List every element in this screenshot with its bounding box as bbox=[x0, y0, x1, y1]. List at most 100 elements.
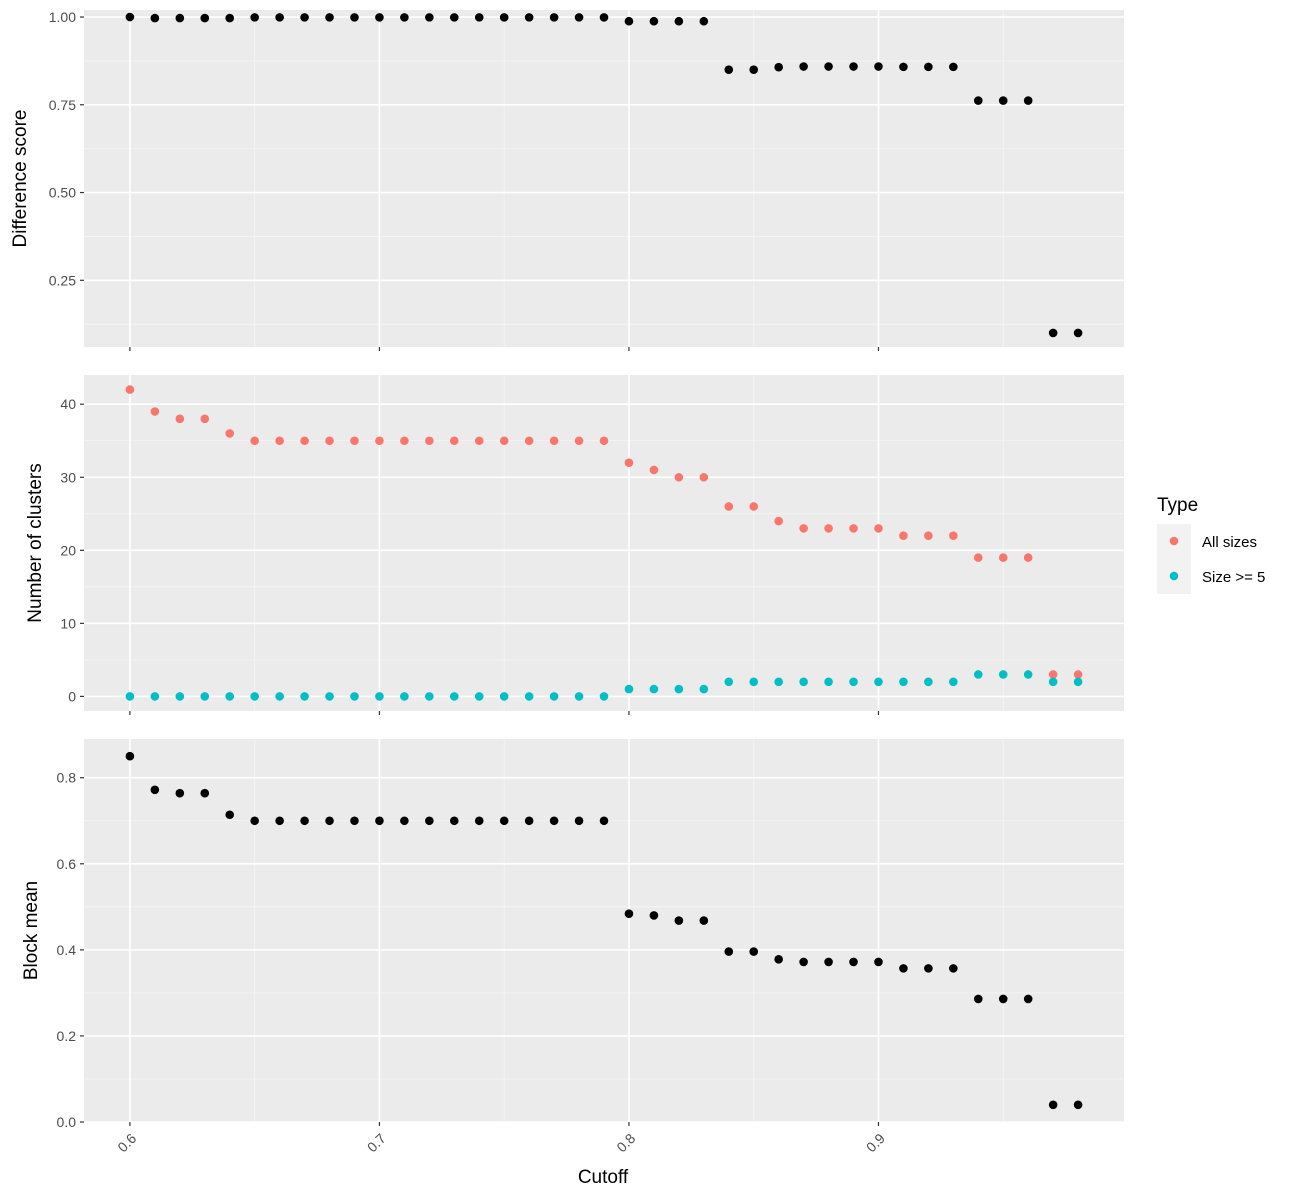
data-point bbox=[674, 16, 684, 26]
data-point bbox=[649, 16, 659, 26]
y-tick-label: 0 bbox=[68, 688, 76, 704]
data-point bbox=[375, 692, 384, 701]
data-point bbox=[774, 677, 783, 687]
data-point bbox=[250, 816, 259, 826]
data-point bbox=[649, 911, 659, 920]
data-point bbox=[175, 414, 185, 424]
data-point bbox=[549, 692, 559, 701]
data-point bbox=[1073, 1100, 1083, 1110]
data-point bbox=[799, 677, 808, 687]
data-point bbox=[275, 692, 284, 701]
data-point bbox=[574, 692, 584, 701]
y-tick-label: 0.0 bbox=[57, 1114, 77, 1130]
data-point bbox=[275, 816, 284, 826]
data-point bbox=[400, 13, 409, 22]
y-tick-label: 0.4 bbox=[57, 942, 77, 958]
data-point bbox=[524, 816, 534, 826]
data-point bbox=[375, 436, 384, 446]
data-point bbox=[449, 816, 459, 826]
data-point bbox=[225, 810, 235, 820]
data-point bbox=[175, 692, 185, 701]
data-point bbox=[924, 964, 933, 973]
y-tick-label: 0.75 bbox=[49, 97, 76, 113]
data-point bbox=[1023, 553, 1033, 562]
data-point bbox=[824, 62, 833, 71]
y-tick-label: 20 bbox=[60, 542, 76, 558]
data-point bbox=[998, 553, 1008, 562]
data-point bbox=[624, 684, 634, 694]
data-point bbox=[125, 692, 135, 701]
data-point bbox=[724, 677, 734, 687]
y-axis-title: Block mean bbox=[21, 881, 42, 980]
data-point bbox=[649, 684, 659, 694]
data-point bbox=[125, 751, 135, 761]
data-point bbox=[474, 816, 484, 826]
data-point bbox=[674, 472, 684, 482]
data-point bbox=[899, 62, 908, 72]
data-point bbox=[499, 13, 509, 22]
data-point bbox=[200, 13, 210, 23]
data-point bbox=[774, 955, 783, 964]
data-point bbox=[774, 62, 783, 72]
data-point bbox=[250, 13, 259, 22]
data-point bbox=[325, 13, 334, 22]
data-point bbox=[400, 816, 409, 826]
data-point bbox=[998, 96, 1008, 105]
x-tick-label: 0.9 bbox=[863, 1130, 888, 1155]
panel-1: 0.25 0.50 0.75 1.00 Difference score bbox=[10, 9, 1124, 351]
data-point bbox=[499, 436, 509, 446]
data-point bbox=[350, 436, 359, 446]
data-point bbox=[624, 16, 634, 26]
data-point bbox=[425, 436, 434, 446]
data-point bbox=[499, 816, 509, 826]
data-point bbox=[998, 670, 1008, 679]
y-tick-label: 0.2 bbox=[57, 1028, 77, 1044]
data-point bbox=[973, 553, 983, 562]
x-axis-title: Cutoff bbox=[578, 1167, 629, 1188]
x-tick-label: 0.7 bbox=[364, 1130, 389, 1155]
data-point bbox=[949, 62, 958, 72]
data-point bbox=[350, 816, 359, 826]
data-point bbox=[849, 62, 858, 71]
data-point bbox=[275, 13, 284, 22]
legend-label-all-sizes: All sizes bbox=[1202, 534, 1257, 551]
series-size-5 bbox=[125, 670, 1083, 701]
data-point bbox=[799, 62, 808, 71]
data-point bbox=[849, 677, 858, 687]
data-point bbox=[1048, 670, 1058, 679]
data-point bbox=[574, 816, 584, 826]
data-point bbox=[524, 436, 534, 446]
data-point bbox=[150, 407, 160, 416]
y-tick-label: 0.50 bbox=[49, 185, 76, 201]
data-point bbox=[449, 13, 459, 22]
data-point bbox=[200, 414, 210, 424]
data-point bbox=[200, 788, 210, 798]
y-tick-label: 0.6 bbox=[57, 856, 77, 872]
data-point bbox=[225, 692, 235, 701]
y-tick-label: 0.25 bbox=[49, 272, 76, 288]
data-point bbox=[449, 436, 459, 446]
data-point bbox=[574, 436, 584, 446]
data-point bbox=[724, 65, 734, 74]
data-point bbox=[474, 692, 484, 701]
data-point bbox=[150, 13, 160, 23]
data-point bbox=[425, 816, 434, 826]
data-point bbox=[599, 692, 609, 701]
data-point bbox=[824, 957, 833, 967]
data-point bbox=[699, 916, 709, 925]
data-point bbox=[325, 436, 334, 446]
data-point bbox=[1073, 328, 1083, 338]
data-point bbox=[150, 785, 160, 795]
data-point bbox=[375, 13, 384, 22]
y-axis-title: Number of clusters bbox=[25, 463, 46, 622]
data-point bbox=[824, 677, 833, 687]
legend-key-background bbox=[1157, 524, 1191, 594]
data-point bbox=[749, 65, 759, 74]
data-point bbox=[924, 531, 933, 540]
data-point bbox=[724, 947, 734, 956]
legend-key-size-ge-5 bbox=[1169, 571, 1179, 581]
data-point bbox=[375, 816, 384, 826]
data-point bbox=[998, 994, 1008, 1004]
data-point bbox=[599, 436, 609, 446]
data-point bbox=[973, 994, 983, 1004]
